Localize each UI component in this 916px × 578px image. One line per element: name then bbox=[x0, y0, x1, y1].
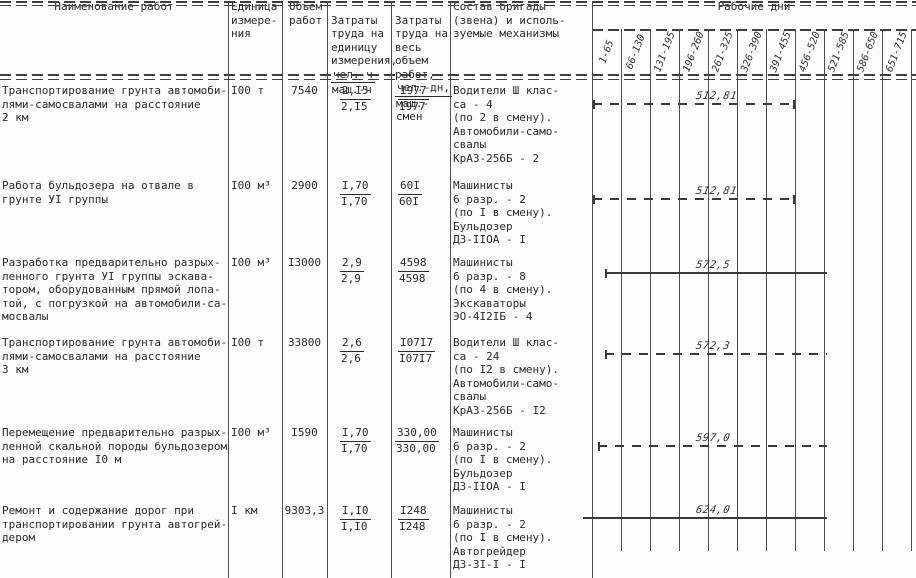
gantt-bar-duration-label: 624,0 bbox=[694, 504, 732, 516]
crew-cell: Машинисты 6 разр. - 2 (по I в смену). Бу… bbox=[453, 179, 553, 246]
work-name-cell: Транспортирование грунта автомоби- лями-… bbox=[2, 84, 228, 124]
table-grid-line bbox=[327, 2, 328, 578]
gantt-bar-tick bbox=[605, 268, 607, 278]
gantt-bar-duration-label: 572,3 bbox=[694, 340, 732, 352]
day-column-line bbox=[882, 29, 883, 551]
day-range-label: 456-520 bbox=[797, 30, 823, 74]
gantt-bar bbox=[593, 198, 794, 200]
day-range-label: 586-650 bbox=[855, 30, 881, 74]
labor-total-cell: I07I7 I07I7 bbox=[398, 336, 436, 365]
crew-cell: Машинисты 6 разр. - 2 (по I в смену). Бу… bbox=[453, 426, 553, 493]
gantt-bar-tick bbox=[605, 349, 607, 359]
day-column-line bbox=[708, 29, 709, 551]
gantt-bar-tick bbox=[793, 194, 795, 204]
labor-total-header-text: Затраты труда на весь объем работ, bbox=[395, 13, 448, 81]
labor-total-header-units: чел.-дн, маш.-смен bbox=[395, 81, 452, 123]
work-name-cell: Перемещение предварительно разрых- ленно… bbox=[2, 426, 228, 466]
day-column-line bbox=[824, 29, 825, 551]
volume-cell: 2900 bbox=[291, 179, 318, 192]
gantt-bar bbox=[605, 353, 827, 355]
gantt-bar-duration-label: 572,5 bbox=[694, 259, 732, 271]
unit-cell: I00 м³ bbox=[231, 256, 271, 269]
volume-cell: 7540 bbox=[291, 84, 318, 97]
column-header-labor-per-unit: Затраты труда на единицу измерения, чел.… bbox=[331, 0, 397, 110]
labor-total-cell: I248 I248 bbox=[398, 504, 429, 533]
column-header-crew: Состав бригады (звена) и исполь- зуемые … bbox=[453, 0, 566, 40]
volume-cell: 33800 bbox=[287, 336, 322, 349]
labor-per-unit-cell: 2,9 2,9 bbox=[340, 256, 364, 285]
gantt-bar bbox=[598, 445, 827, 447]
unit-cell: I00 м³ bbox=[231, 179, 271, 192]
table-grid-line bbox=[450, 2, 451, 578]
gantt-bar-tick bbox=[593, 194, 595, 204]
gantt-bar bbox=[593, 103, 794, 105]
crew-cell: Машинисты 6 разр. - 8 (по 4 в смену). Эк… bbox=[453, 256, 553, 323]
column-header-volume: Объем работ bbox=[289, 0, 323, 27]
labor-total-cell: 4598 4598 bbox=[398, 256, 429, 285]
labor-per-unit-cell: I,70 I,70 bbox=[340, 179, 371, 208]
column-header-unit: Единица измере- ния bbox=[231, 0, 278, 40]
gantt-bar bbox=[583, 517, 827, 519]
work-name-cell: Транспортирование грунта автомоби- лями-… bbox=[2, 336, 228, 376]
day-range-label: 1-65 bbox=[597, 38, 617, 66]
gantt-bar-duration-label: 512,81 bbox=[694, 90, 738, 102]
labor-per-unit-cell: I,I0 I,I0 bbox=[340, 504, 371, 533]
day-column-line bbox=[795, 29, 796, 551]
table-grid-line bbox=[282, 2, 283, 578]
day-column-line bbox=[650, 29, 651, 551]
crew-cell: Водители Ш клас- са - 4 (по 2 в смену). … bbox=[453, 84, 559, 165]
table-border-dashed bbox=[0, 78, 916, 80]
day-range-label: 131-195 bbox=[652, 30, 678, 74]
day-column-line bbox=[679, 29, 680, 551]
unit-cell: I км bbox=[231, 504, 258, 517]
labor-per-unit-cell: I,70 I,70 bbox=[340, 426, 371, 455]
table-border-dashed bbox=[0, 1, 916, 3]
day-column-line bbox=[621, 29, 622, 551]
labor-total-cell: I977 I977 bbox=[398, 84, 429, 113]
work-name-cell: Ремонт и содержание дорог при транспорти… bbox=[2, 504, 228, 544]
day-column-line bbox=[853, 29, 854, 551]
crew-cell: Машинисты 6 разр. - 2 (по I в смену). Ав… bbox=[453, 504, 553, 571]
day-column-line bbox=[766, 29, 767, 551]
column-header-working-days: Рабочие дни bbox=[717, 0, 791, 13]
column-header-labor-total: Затраты труда на весь объем работ, чел.-… bbox=[395, 0, 453, 137]
gantt-bar-tick bbox=[593, 99, 595, 109]
table-grid-line bbox=[592, 2, 593, 578]
crew-cell: Водители Ш клас- са - 24 (по I2 в смену)… bbox=[453, 336, 559, 417]
day-range-label: 66-130 bbox=[624, 33, 648, 71]
volume-cell: I590 bbox=[291, 426, 318, 439]
day-column-line bbox=[737, 29, 738, 551]
day-range-label: 521-585 bbox=[826, 30, 852, 74]
day-column-line bbox=[911, 29, 912, 551]
day-range-label: 326-390 bbox=[739, 30, 765, 74]
labor-total-cell: 330,00 330,00 bbox=[395, 426, 439, 455]
column-header-work-name: Наименование работ bbox=[54, 0, 174, 13]
day-range-label: 651-715 bbox=[884, 30, 910, 74]
gantt-bar bbox=[605, 272, 827, 274]
work-name-cell: Разработка предварительно разрых- ленног… bbox=[2, 256, 228, 323]
labor-per-unit-cell: 2,I5 2,I5 bbox=[340, 84, 371, 113]
labor-total-cell: 60I 60I bbox=[398, 179, 422, 208]
gantt-bar-duration-label: 597,0 bbox=[694, 432, 732, 444]
unit-cell: I00 м³ bbox=[231, 426, 271, 439]
day-range-label: 391-455 bbox=[768, 30, 794, 74]
gantt-bar-tick bbox=[598, 441, 600, 451]
volume-cell: 9303,3 bbox=[284, 504, 325, 517]
day-range-label: 261-325 bbox=[710, 30, 736, 74]
unit-cell: I00 т bbox=[231, 336, 265, 349]
labor-per-unit-header-text: Затраты труда на единицу измерения, bbox=[331, 13, 398, 68]
work-name-cell: Работа бульдозера на отвале в грунте УI … bbox=[2, 179, 195, 206]
gantt-bar-tick bbox=[793, 99, 795, 109]
table-grid-line bbox=[391, 2, 392, 578]
volume-cell: I3000 bbox=[287, 256, 322, 269]
table-border-dashed bbox=[592, 29, 916, 31]
day-range-label: 196-260 bbox=[681, 30, 707, 74]
table-border-dashed bbox=[0, 4, 916, 6]
unit-cell: I00 т bbox=[231, 84, 265, 97]
table-border-dashed bbox=[0, 74, 916, 76]
table-grid-line bbox=[228, 2, 229, 578]
labor-per-unit-cell: 2,6 2,6 bbox=[340, 336, 364, 365]
gantt-bar-duration-label: 512,81 bbox=[694, 185, 738, 197]
